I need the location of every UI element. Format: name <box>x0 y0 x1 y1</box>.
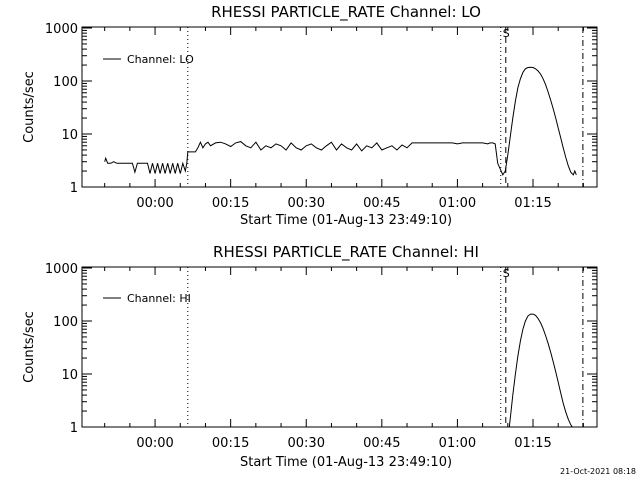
series-line <box>104 66 577 176</box>
y-tick-label: 100 <box>53 315 78 330</box>
chart-title: RHESSI PARTICLE_RATE Channel: HI <box>213 243 479 262</box>
x-tick-label: 00:00 <box>136 196 173 211</box>
legend-label: Channel: HI <box>127 292 191 305</box>
y-tick-label: 1 <box>70 421 78 436</box>
y-tick-label: 10 <box>61 128 78 143</box>
y-tick-label: 1000 <box>45 22 78 37</box>
legend: Channel: HI <box>103 292 191 305</box>
x-tick-label: 00:30 <box>288 196 325 211</box>
x-tick-label: 01:00 <box>439 436 476 451</box>
legend-label: Channel: LO <box>127 53 194 66</box>
y-axis-label: Counts/sec <box>22 71 37 143</box>
x-tick-label: 00:15 <box>212 196 249 211</box>
chart-title: RHESSI PARTICLE_RATE Channel: LO <box>211 3 481 22</box>
y-tick-label: 10 <box>61 368 78 383</box>
x-tick-label: 01:00 <box>439 196 476 211</box>
legend: Channel: LO <box>103 53 194 66</box>
series-line <box>508 313 573 428</box>
y-tick-label: 100 <box>53 75 78 90</box>
x-axis-label: Start Time (01-Aug-13 23:49:10) <box>240 455 452 470</box>
event-marker-label: S <box>503 267 510 280</box>
x-tick-label: 00:15 <box>212 436 249 451</box>
x-tick-label: 00:00 <box>136 436 173 451</box>
x-tick-label: 00:45 <box>363 196 400 211</box>
plot-frame <box>81 26 598 188</box>
y-axis-label: Counts/sec <box>22 311 37 383</box>
x-tick-label: 00:30 <box>288 436 325 451</box>
chart-panel-hi: RHESSI PARTICLE_RATE Channel: HI Counts/… <box>22 243 598 470</box>
event-marker-label: S <box>503 27 510 40</box>
timestamp: 21-Oct-2021 08:18 <box>560 467 636 476</box>
x-axis-label: Start Time (01-Aug-13 23:49:10) <box>240 213 452 228</box>
plot-frame <box>81 266 598 428</box>
x-tick-label: 00:45 <box>363 436 400 451</box>
x-tick-label: 01:15 <box>514 436 551 451</box>
y-tick-label: 1 <box>70 181 78 196</box>
y-tick-label: 1000 <box>45 262 78 277</box>
chart-panel-lo: RHESSI PARTICLE_RATE Channel: LO Counts/… <box>22 3 598 228</box>
x-tick-label: 01:15 <box>514 196 551 211</box>
